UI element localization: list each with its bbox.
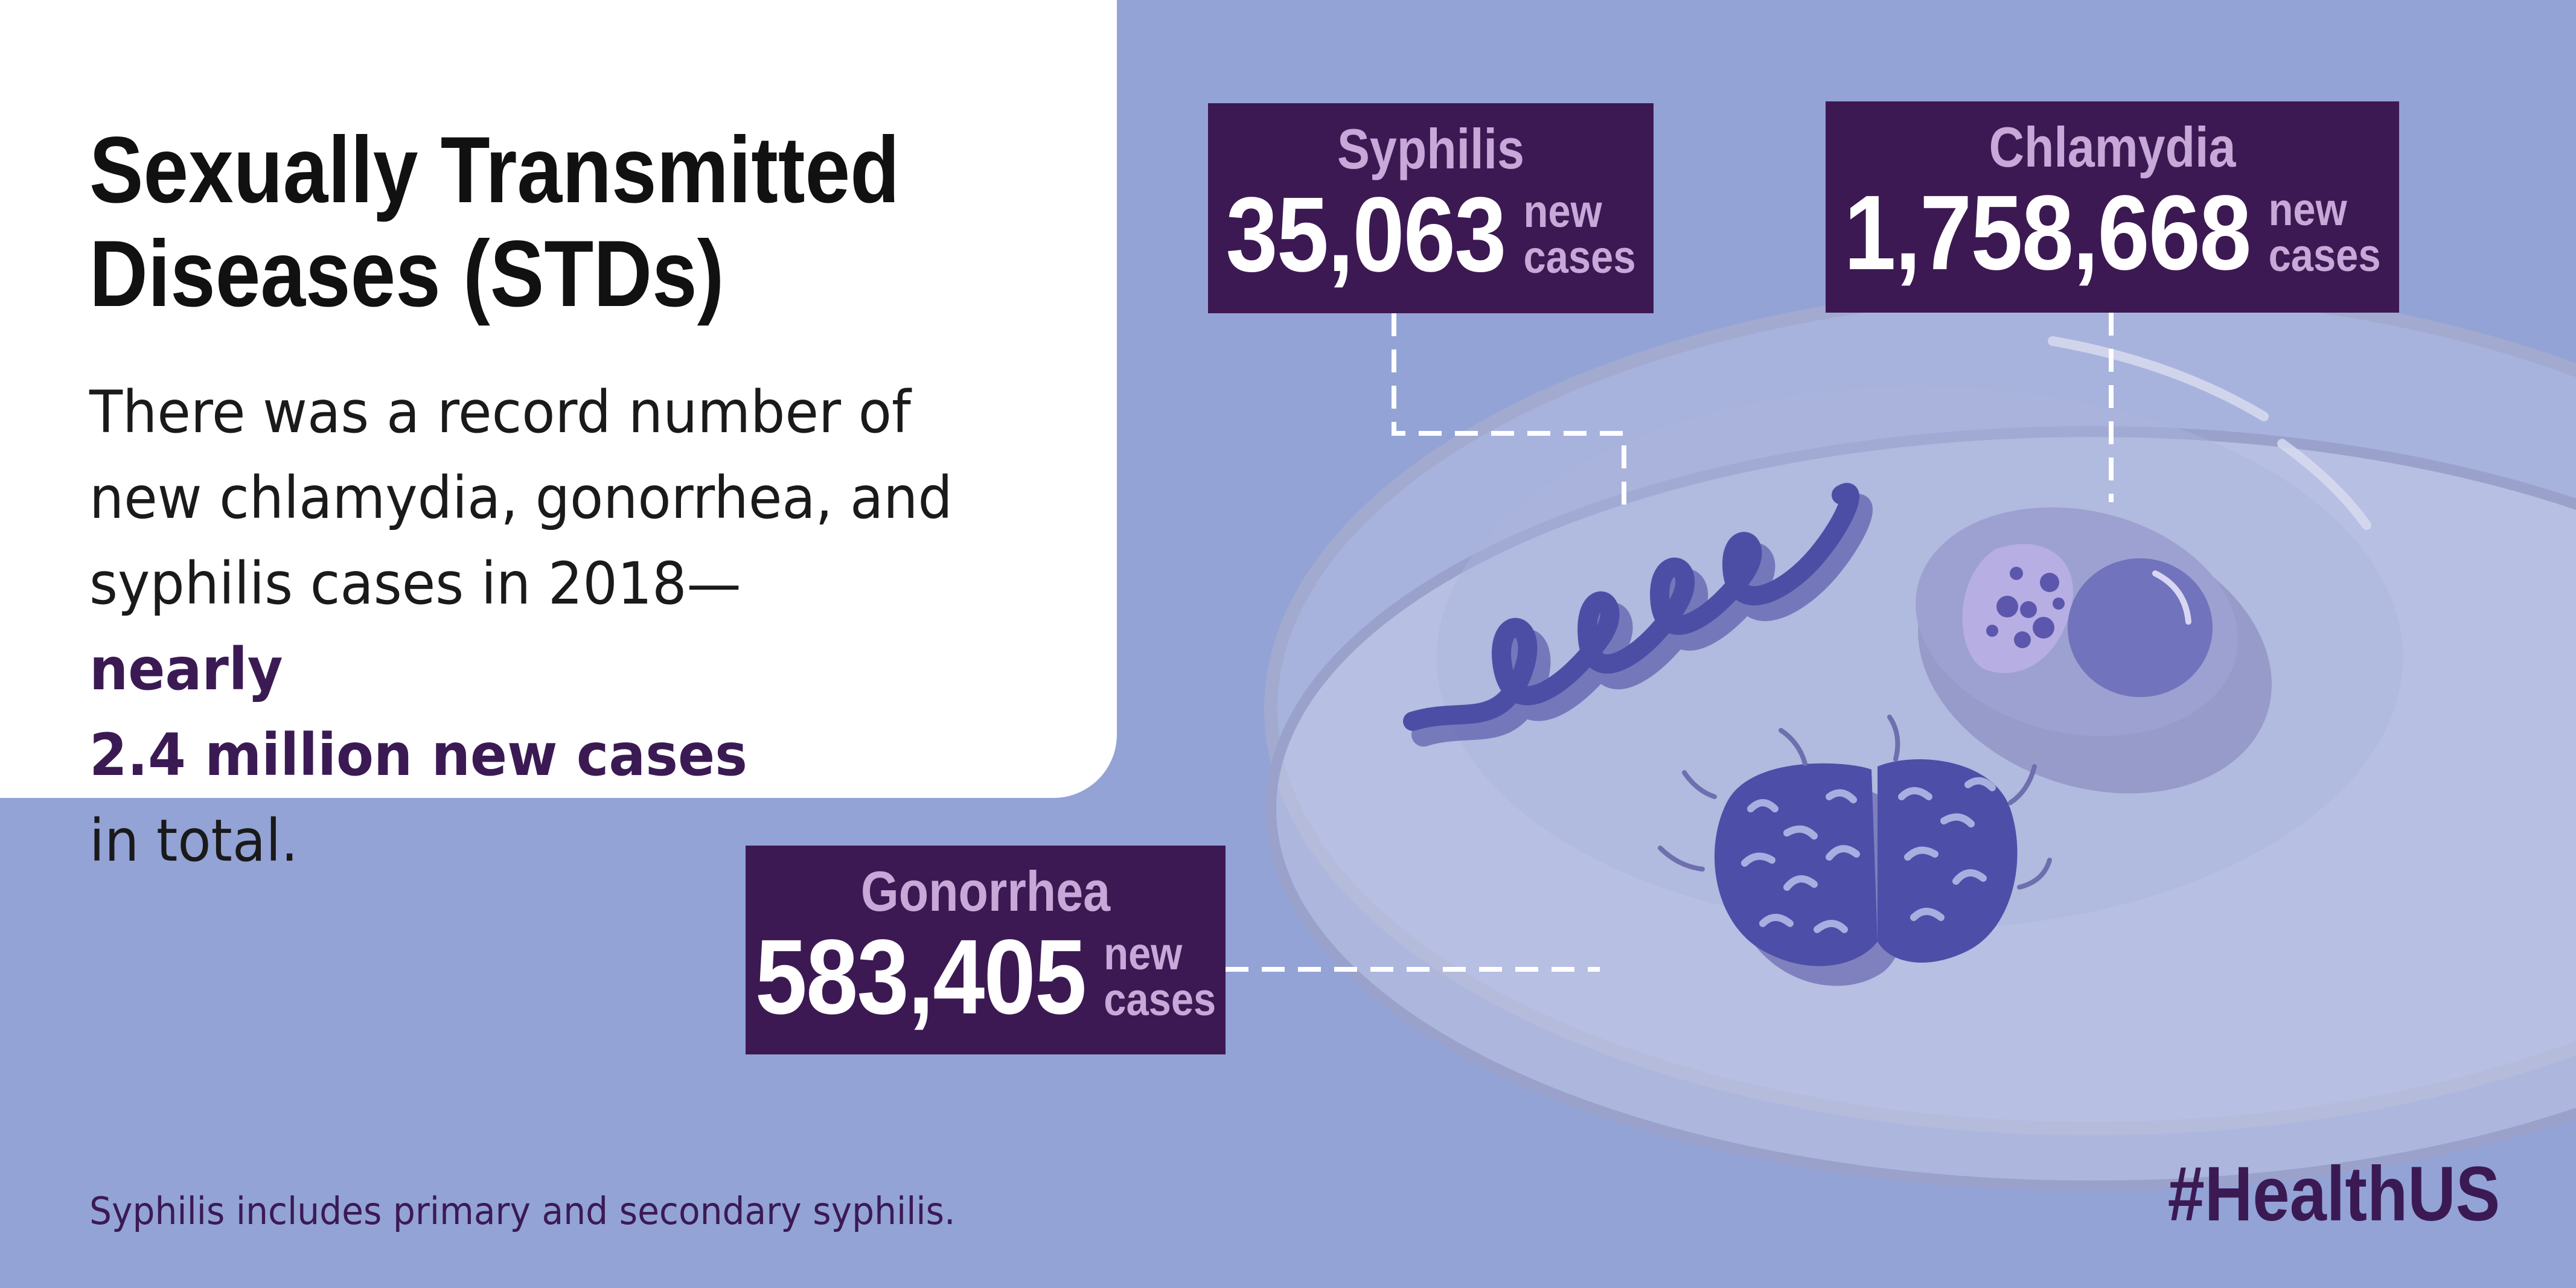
gonorrhea-unit-line-2: cases [1104,974,1216,1025]
intro-text-line-3: syphilis cases in 2018— nearly [89,541,1066,712]
intro-text-line-2: new chlamydia, gonorrhea, and [89,464,953,532]
syphilis-unit: new cases [1524,189,1636,281]
dish-shine-icon [2048,336,2269,421]
syphilis-label: Syphilis [1337,117,1524,180]
gonorrhea-value: 583,405 [755,918,1087,1036]
syphilis-unit-line-1: new [1523,186,1602,237]
chlamydia-unit-line-2: cases [2268,230,2381,281]
intro-text-line-4: 2.4 million new cases in total. [89,712,1066,884]
chlamydia-stat-row: 1,758,668 new cases [1844,180,2380,286]
syphilis-stat-row: 35,063 new cases [1226,182,1635,288]
intro-text-highlight-1: nearly [89,636,283,703]
gonorrhea-bacteria-icon [1658,715,2052,986]
page-title-line-2: Diseases (STDs) [89,222,724,327]
chlamydia-value: 1,758,668 [1844,174,2251,292]
intro-text-line-4-suffix: in total. [89,807,298,875]
petri-dish-inner [1437,386,2403,929]
gonorrhea-unit: new cases [1104,931,1216,1023]
intro-panel [0,0,1117,798]
page-title-line-1: Sexually Transmitted [89,118,900,223]
chlamydia-unit-line-1: new [2268,184,2347,235]
chlamydia-bacteria-icon [1916,507,2272,794]
syphilis-value: 35,063 [1226,176,1506,294]
syphilis-stat-box: Syphilis 35,063 new cases [1208,103,1654,313]
chlamydia-unit: new cases [2269,187,2381,279]
gonorrhea-stat-row: 583,405 new cases [755,924,1216,1030]
chlamydia-stat-box: Chlamydia 1,758,668 new cases [1826,101,2399,313]
intro-text-line-3-prefix: syphilis cases in 2018— [89,550,741,617]
connector-lines [1226,313,2114,972]
gonorrhea-stat-box: Gonorrhea 583,405 new cases [746,846,1226,1054]
page-title: Sexually Transmitted Diseases (STDs) [89,118,946,326]
footnote: Syphilis includes primary and secondary … [89,1189,956,1233]
intro-text-line-1: There was a record number of [89,378,911,446]
intro-text: There was a record number of new chlamyd… [89,369,1066,884]
chlamydia-label: Chlamydia [1989,115,2236,179]
syphilis-unit-line-2: cases [1523,232,1636,283]
gonorrhea-unit-line-1: new [1104,928,1183,980]
syphilis-bacteria-icon [1403,483,1873,747]
gonorrhea-label: Gonorrhea [860,859,1111,923]
hashtag: #HealthUS [2167,1151,2500,1237]
intro-text-highlight-2: 2.4 million new cases [89,721,747,789]
